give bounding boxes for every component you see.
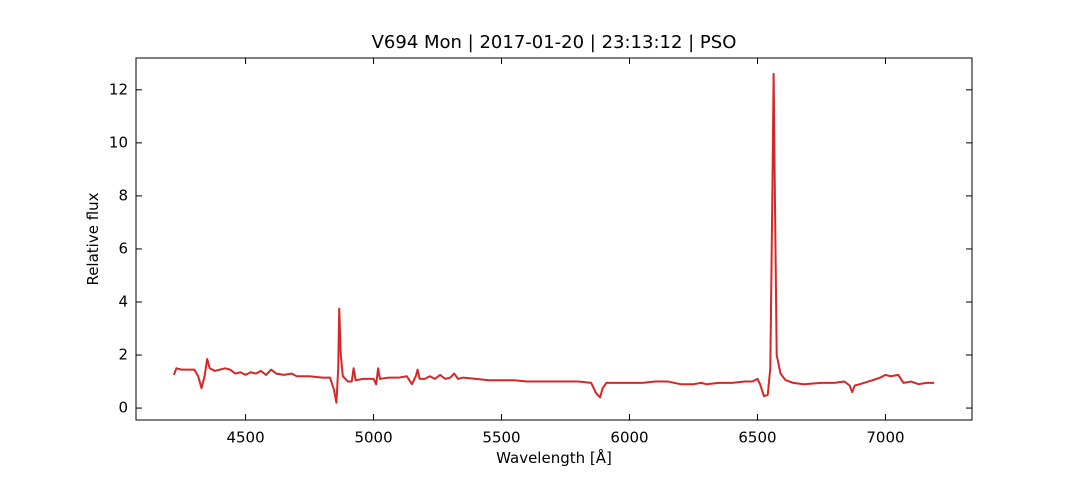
y-tick-label: 12 (109, 80, 128, 98)
y-tick-label: 6 (118, 239, 128, 257)
x-tick-label: 5000 (354, 429, 392, 447)
y-tick-label: 4 (118, 292, 128, 310)
x-tick-label: 7000 (866, 429, 904, 447)
x-tick-label: 6000 (610, 429, 648, 447)
y-tick-label: 8 (118, 186, 128, 204)
y-tick-label: 2 (118, 346, 128, 364)
y-tick-label: 10 (109, 133, 128, 151)
spectrum-line (172, 72, 935, 404)
x-tick-label: 6500 (738, 429, 776, 447)
plot-frame (135, 57, 973, 421)
x-axis-label: Wavelength [Å] (496, 448, 612, 467)
y-tick-label: 0 (118, 399, 128, 417)
x-tick-label: 5500 (482, 429, 520, 447)
y-axis-label: Relative flux (84, 192, 102, 285)
x-tick-label: 4500 (226, 429, 264, 447)
chart-title: V694 Mon | 2017-01-20 | 23:13:12 | PSO (372, 32, 737, 53)
